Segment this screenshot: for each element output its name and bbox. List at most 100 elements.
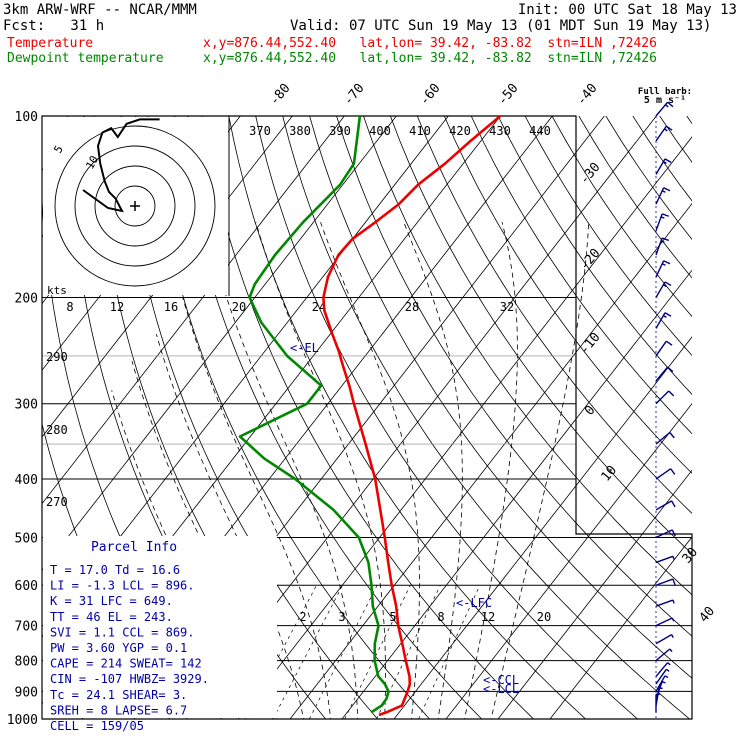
pressure-label: 700 bbox=[15, 620, 38, 635]
mixing-ratio-label: 12 bbox=[481, 610, 495, 624]
theta-label: 390 bbox=[329, 124, 351, 138]
wind-barb bbox=[655, 237, 669, 256]
wind-barb bbox=[655, 158, 672, 175]
hodograph-ring bbox=[114, 185, 156, 227]
isotherm-label: 40 bbox=[697, 604, 719, 626]
isotherm-line bbox=[42, 116, 397, 571]
mixing-ratio-label: 5 bbox=[389, 610, 396, 624]
mixing-ratio-label: 8 bbox=[437, 610, 444, 624]
wind-barb bbox=[655, 468, 676, 480]
dry-adiabats bbox=[42, 116, 740, 732]
parcel-info-row: Tc = 24.1 SHEAR= 3. bbox=[50, 688, 187, 702]
dry-adiabat-line bbox=[363, 116, 692, 596]
dry-adiabat-line bbox=[632, 116, 692, 202]
isotherm-label: 0 bbox=[582, 403, 599, 419]
mixing-ratio-line bbox=[344, 585, 411, 719]
wind-barb bbox=[655, 662, 671, 677]
mixing-ratio-label: 28 bbox=[405, 300, 419, 314]
parcel-info-row: CAPE = 214 SWEAT= 142 bbox=[50, 657, 202, 671]
forecast-hour: Fcst: 31 h bbox=[3, 18, 105, 34]
moist-adiabat-line bbox=[213, 254, 359, 719]
wind-barb bbox=[655, 500, 676, 511]
barb-legend-text: 5 m s⁻¹ bbox=[644, 95, 686, 106]
parcel-info-row: CELL = 159/05 bbox=[50, 719, 144, 733]
wind-barb bbox=[655, 125, 673, 142]
theta-label: 430 bbox=[489, 124, 511, 138]
diagram-frame bbox=[41, 115, 693, 720]
dry-adiabat-line bbox=[282, 116, 691, 719]
theta-label: 440 bbox=[529, 124, 551, 138]
dry-adiabat-line bbox=[497, 116, 692, 395]
pressure-label: 600 bbox=[15, 579, 38, 594]
dry-adiabat-line bbox=[228, 116, 587, 719]
mixing-ratio-line bbox=[309, 585, 378, 719]
hodograph-origin bbox=[130, 201, 140, 211]
dry-adiabat-line bbox=[714, 116, 740, 732]
wind-barb bbox=[655, 312, 672, 329]
hodograph-ring-label: 10 bbox=[83, 154, 101, 172]
moist-adiabat-line bbox=[182, 297, 332, 719]
theta-label: 410 bbox=[409, 124, 431, 138]
parcel-info-row: T = 17.0 Td = 16.6 bbox=[50, 563, 180, 577]
pressure-label: 800 bbox=[15, 655, 38, 670]
parcel-panel-title: Parcel Info bbox=[91, 540, 177, 555]
parcel-panel-background bbox=[43, 536, 277, 718]
wind-barb bbox=[655, 599, 675, 607]
isotherm-label: -10 bbox=[577, 330, 604, 358]
mixing-ratio-label: 12 bbox=[110, 300, 124, 314]
wind-barb bbox=[655, 187, 671, 205]
parcel-info-row: TT = 46 EL = 243. bbox=[50, 610, 173, 624]
wind-barb bbox=[655, 366, 674, 382]
lcl-marker: <-LCL bbox=[483, 682, 519, 696]
parcel-info-panel: Parcel Info T = 17.0 Td = 16.6 LI = -1.3 L… bbox=[43, 536, 277, 733]
wind-barb bbox=[655, 340, 673, 357]
isotherm-line bbox=[549, 536, 692, 719]
wind-barb bbox=[655, 668, 670, 685]
hodograph-trace bbox=[82, 118, 160, 213]
dry-adiabat-line bbox=[147, 116, 431, 719]
theta-label: 380 bbox=[289, 124, 311, 138]
init-time: Init: 00 UTC Sat 18 May 13 bbox=[517, 2, 737, 18]
temperature-legend-label: Temperature bbox=[7, 36, 94, 51]
wind-barb bbox=[655, 648, 673, 662]
dry-adiabat-line bbox=[390, 116, 692, 555]
mixing-ratio-label: 16 bbox=[164, 300, 178, 314]
wind-barb bbox=[655, 431, 675, 445]
isotherm-line bbox=[42, 116, 345, 505]
theta-label: 370 bbox=[249, 124, 271, 138]
isotherm-label: -70 bbox=[341, 81, 368, 109]
pressure-label: 900 bbox=[15, 685, 38, 700]
wind-barb bbox=[655, 634, 674, 645]
dewpoint-location-info: x,y=876.44,552.40 lat,lon= 39.42, -83.82… bbox=[203, 51, 657, 66]
moist-adiabat-line bbox=[464, 222, 518, 719]
wind-barb bbox=[655, 260, 671, 278]
mixing-ratio-label: 2 bbox=[299, 610, 306, 624]
parcel-info-row: K = 31 LFC = 649. bbox=[50, 594, 173, 608]
pressure-label: 100 bbox=[15, 110, 38, 125]
mixing-ratio-label: 20 bbox=[537, 610, 551, 624]
wind-barb bbox=[655, 101, 674, 117]
model-title: 3km ARW-WRF -- NCAR/MMM bbox=[3, 2, 197, 18]
isotherm-label: -20 bbox=[577, 246, 604, 274]
pressure-label: 200 bbox=[15, 292, 38, 307]
valid-time: Valid: 07 UTC Sun 19 May 13 (01 MDT Sun … bbox=[290, 18, 712, 34]
hodograph-ring bbox=[74, 145, 196, 267]
dry-adiabat-line bbox=[443, 116, 692, 474]
dry-adiabat-label: 280 bbox=[46, 423, 68, 437]
dry-adiabat-line bbox=[416, 116, 692, 514]
dry-adiabat-line bbox=[470, 116, 692, 435]
mixing-ratio-line bbox=[272, 585, 343, 719]
parcel-info-row: CIN = -107 HWBZ= 3929. bbox=[50, 672, 209, 686]
dry-adiabat-label: 290 bbox=[46, 350, 68, 364]
isotherm-label: -80 bbox=[267, 81, 294, 109]
dry-adiabat-line bbox=[605, 116, 692, 240]
isotherm-line bbox=[289, 202, 692, 719]
isotherm-line bbox=[393, 336, 692, 719]
pressure-label: 400 bbox=[15, 473, 38, 488]
dry-adiabat-label: 270 bbox=[46, 495, 68, 509]
ccl-marker: <-CCL bbox=[483, 673, 519, 687]
dry-adiabat-line bbox=[659, 116, 692, 163]
wind-barb bbox=[655, 617, 675, 627]
mixing-ratio-label: 8 bbox=[66, 300, 73, 314]
isotherm-line bbox=[497, 469, 692, 719]
